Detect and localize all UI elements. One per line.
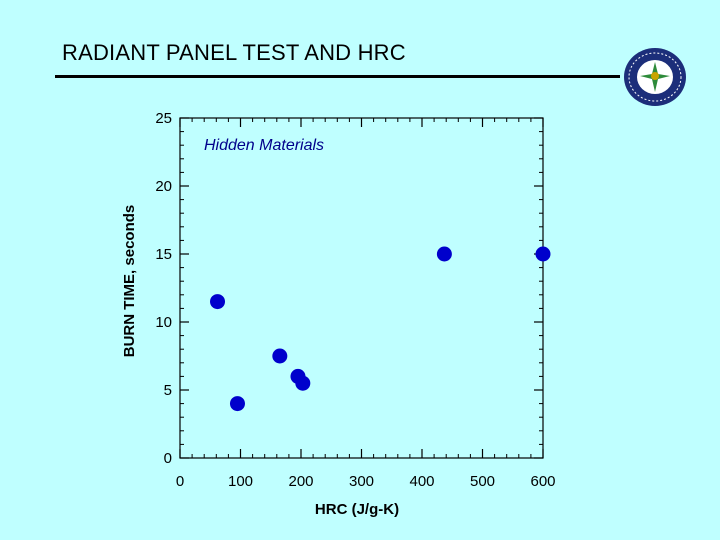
x-tick-label: 300 [349, 473, 374, 490]
y-tick-label: 20 [155, 178, 172, 195]
x-tick-label: 100 [228, 473, 253, 490]
x-tick-label: 200 [288, 473, 313, 490]
y-tick-label: 5 [164, 382, 172, 399]
x-axis-title: HRC (J/g-K) [315, 501, 399, 518]
faa-seal-icon [624, 48, 686, 106]
data-point [272, 348, 288, 364]
y-tick-label: 0 [164, 450, 172, 467]
x-tick-label: 400 [409, 473, 434, 490]
x-tick-label: 600 [530, 473, 555, 490]
x-tick-label: 0 [176, 473, 184, 490]
y-tick-label: 15 [155, 246, 172, 263]
data-point [210, 294, 226, 310]
y-tick-label: 10 [155, 314, 172, 331]
data-point [535, 246, 551, 262]
title-divider [55, 75, 620, 78]
data-point [295, 375, 311, 391]
data-point [436, 246, 452, 262]
y-axis-title: BURN TIME, seconds [121, 205, 138, 358]
chart-annotation: Hidden Materials [204, 137, 324, 154]
y-tick-label: 25 [155, 110, 172, 127]
data-point [229, 396, 245, 412]
x-tick-label: 500 [470, 473, 495, 490]
slide-title: RADIANT PANEL TEST AND HRC [62, 40, 406, 65]
